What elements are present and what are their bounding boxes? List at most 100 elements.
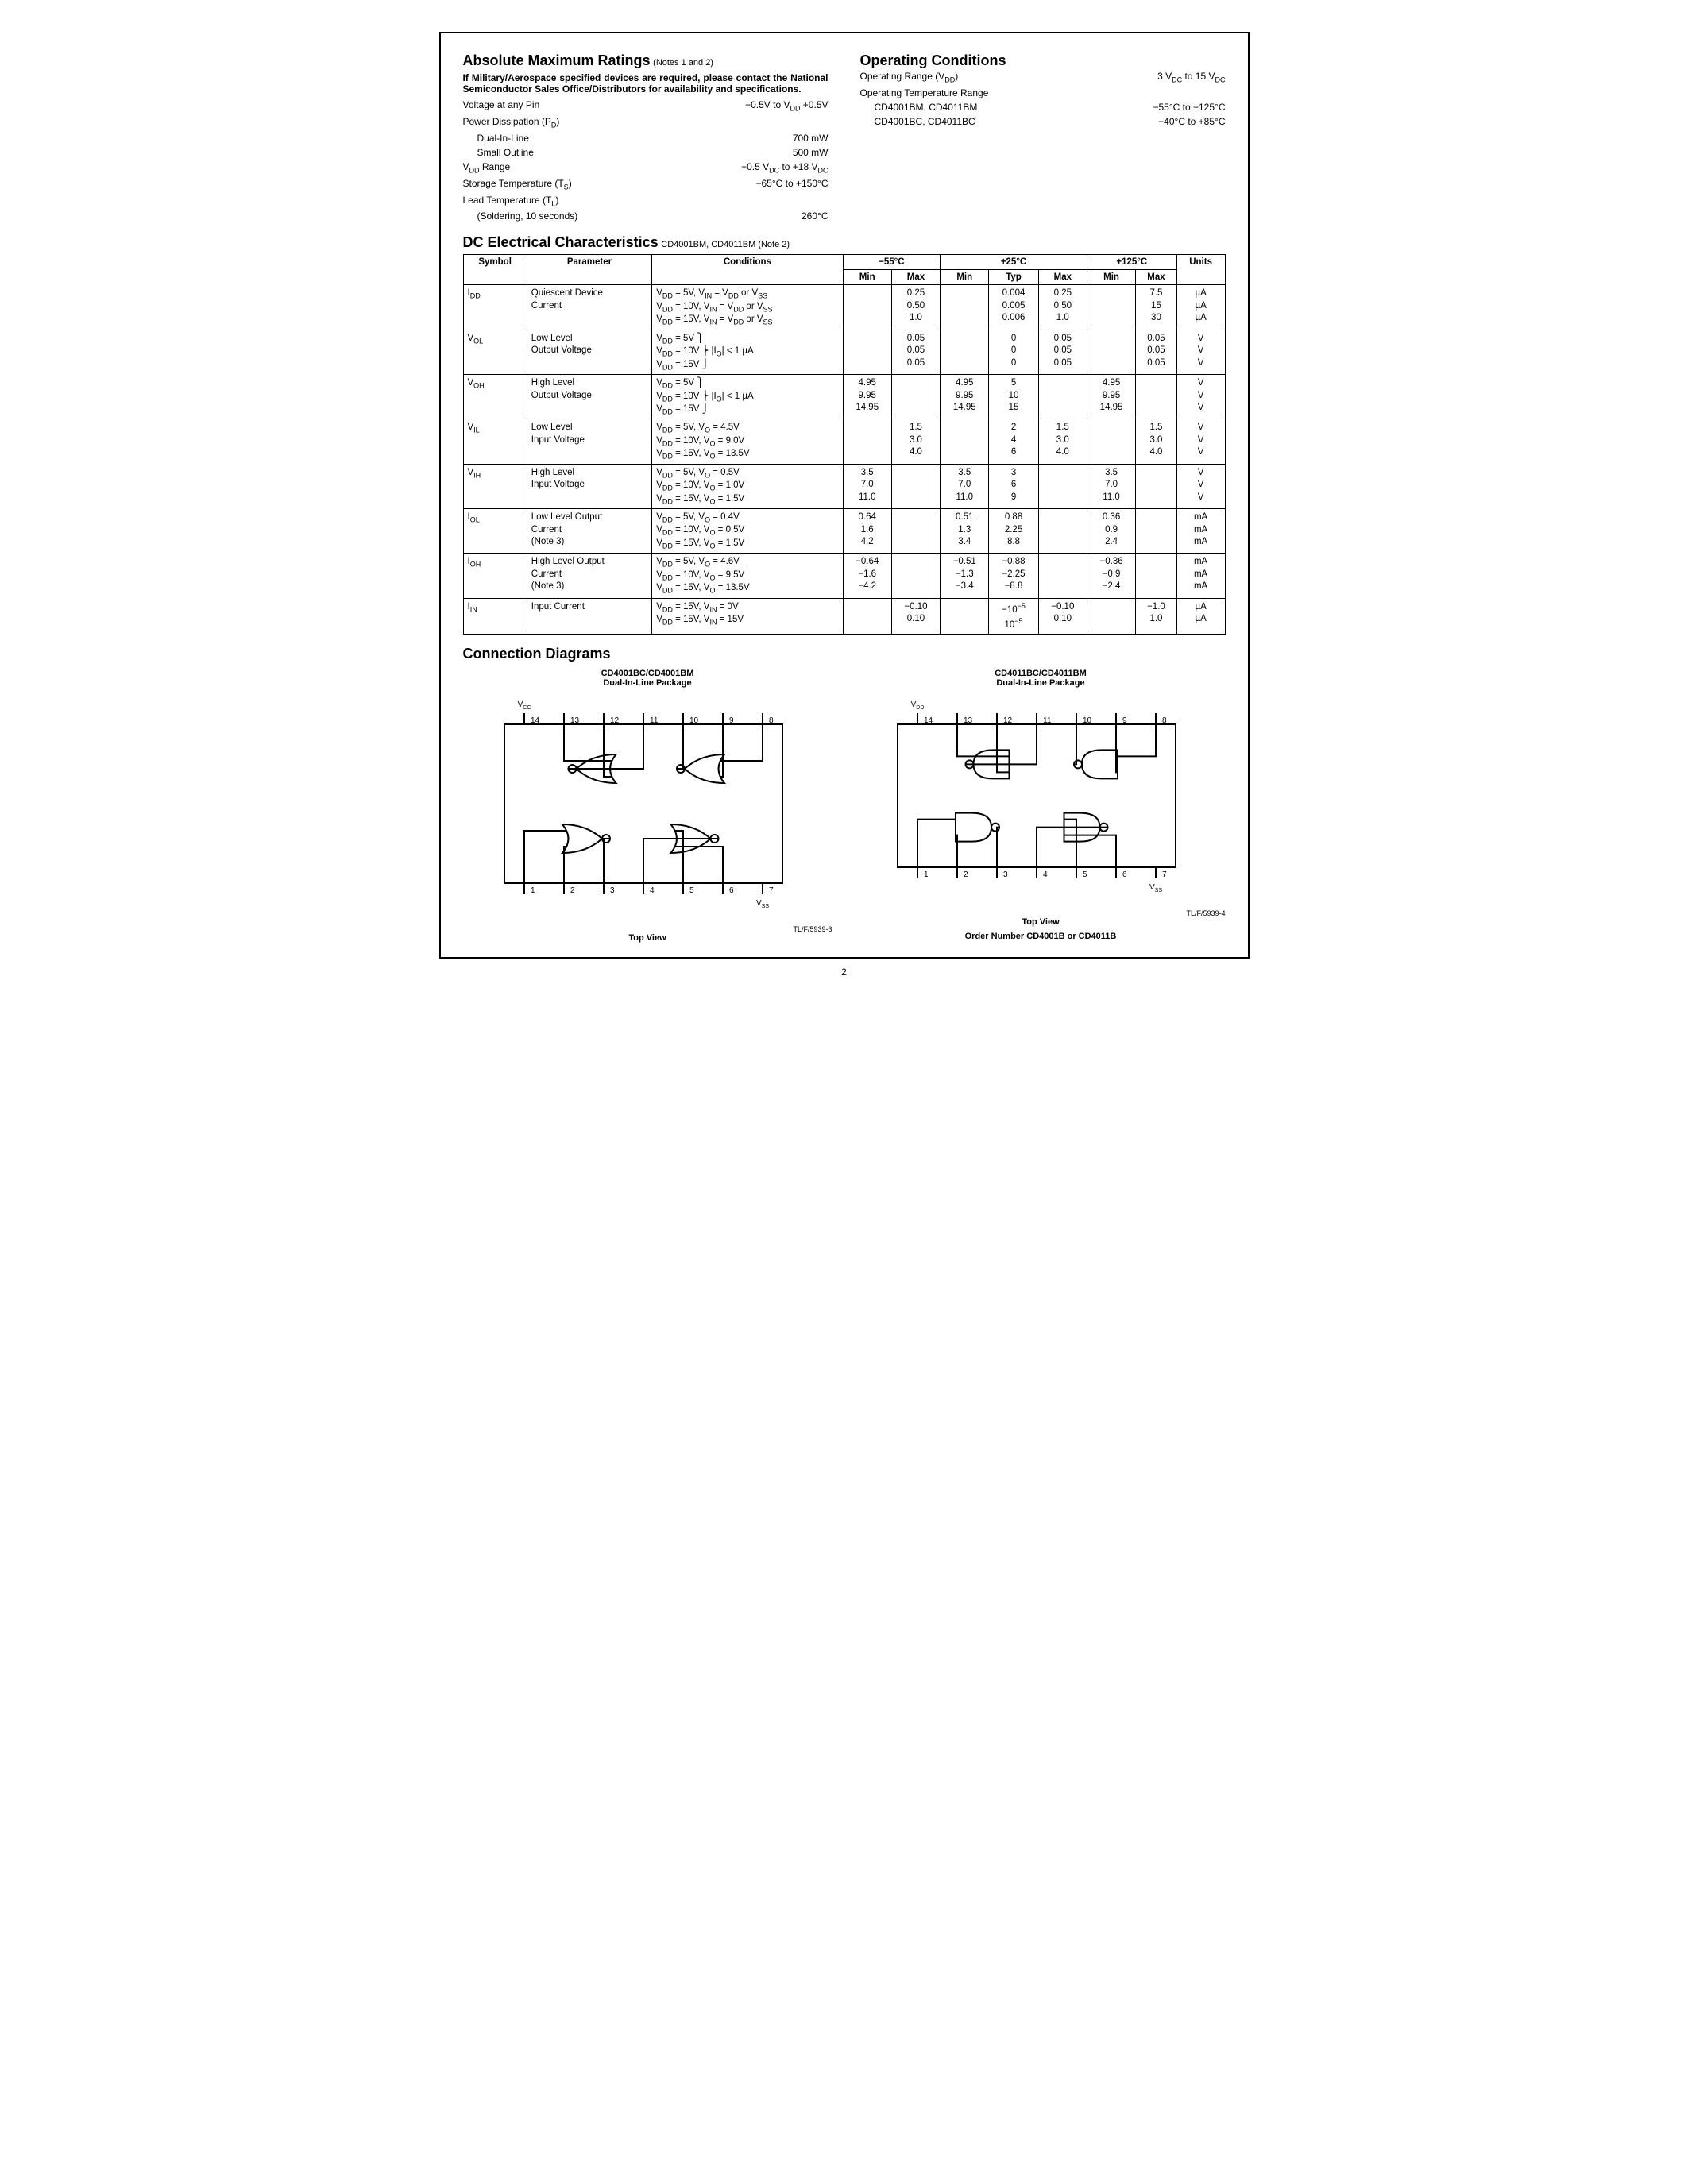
table-cell: VDD = 15V, VIN = 0VVDD = 15V, VIN = 15V: [652, 598, 843, 635]
table-cell: 3.57.011.0: [1087, 464, 1135, 508]
abs-max-heading: Absolute Maximum Ratings (Notes 1 and 2): [463, 52, 829, 69]
spec-row: Operating Temperature Range: [860, 86, 1226, 100]
svg-text:3: 3: [610, 886, 615, 895]
col-parameter: Parameter: [527, 255, 651, 285]
table-cell: 4.959.9514.95: [941, 375, 989, 419]
dc-heading: DC Electrical Characteristics CD4001BM, …: [463, 234, 1226, 251]
table-cell: [843, 285, 891, 330]
table-cell: High LevelInput Voltage: [527, 464, 651, 508]
table-cell: 0.641.64.2: [843, 509, 891, 554]
table-cell: [843, 419, 891, 464]
svg-text:11: 11: [1043, 716, 1052, 725]
table-cell: [1038, 554, 1087, 598]
spec-row: CD4001BM, CD4011BM−55°C to +125°C: [860, 100, 1226, 114]
spec-row: Dual-In-Line700 mW: [463, 131, 829, 145]
table-cell: [1038, 464, 1087, 508]
spec-row: (Soldering, 10 seconds)260°C: [463, 209, 829, 223]
op-cond-col: Operating Conditions Operating Range (VD…: [860, 52, 1226, 223]
table-cell: [891, 554, 940, 598]
table-cell: −0.51−1.3−3.4: [941, 554, 989, 598]
svg-text:2: 2: [964, 870, 968, 879]
table-cell: [891, 509, 940, 554]
svg-text:2: 2: [570, 886, 575, 895]
dc-header-row-1: Symbol Parameter Conditions −55°C +25°C …: [463, 255, 1225, 270]
nor-diagram-svg: 1411321231141059687VCCVSS: [473, 693, 822, 923]
svg-text:4: 4: [1043, 870, 1048, 879]
table-row: IINInput CurrentVDD = 15V, VIN = 0VVDD =…: [463, 598, 1225, 635]
table-row: VIHHigh LevelInput VoltageVDD = 5V, VO =…: [463, 464, 1225, 508]
abs-max-col: Absolute Maximum Ratings (Notes 1 and 2)…: [463, 52, 829, 223]
table-row: IDDQuiescent DeviceCurrentVDD = 5V, VIN …: [463, 285, 1225, 330]
table-cell: VIL: [463, 419, 527, 464]
table-cell: µAµA: [1176, 598, 1225, 635]
diagrams-title: Connection Diagrams: [463, 646, 611, 662]
table-cell: Low Level OutputCurrent(Note 3): [527, 509, 651, 554]
table-cell: VVV: [1176, 419, 1225, 464]
table-cell: 0.0040.0050.006: [989, 285, 1038, 330]
svg-text:VSS: VSS: [756, 899, 769, 909]
svg-text:9: 9: [729, 716, 734, 725]
table-cell: VDD = 5V, VO = 4.6VVDD = 10V, VO = 9.5VV…: [652, 554, 843, 598]
spec-row: Operating Range (VDD)3 VDC to 15 VDC: [860, 69, 1226, 86]
table-cell: VVV: [1176, 375, 1225, 419]
spec-value: −0.5 VDC to +18 VDC: [686, 160, 829, 176]
svg-text:13: 13: [570, 716, 580, 725]
diag-left-tl: TL/F/5939-3: [463, 925, 832, 933]
table-cell: 0.050.050.05: [891, 330, 940, 374]
table-row: VOHHigh LevelOutput VoltageVDD = 5V ⎫VDD…: [463, 375, 1225, 419]
table-cell: [1136, 375, 1176, 419]
table-cell: Low LevelOutput Voltage: [527, 330, 651, 374]
spec-label: Small Outline: [463, 145, 686, 160]
table-cell: 1.53.04.0: [891, 419, 940, 464]
table-cell: 0.050.050.05: [1136, 330, 1176, 374]
svg-text:10: 10: [1083, 716, 1092, 725]
table-cell: [1136, 464, 1176, 508]
table-cell: VDD = 5V, VIN = VDD or VSSVDD = 10V, VIN…: [652, 285, 843, 330]
spec-value: −55°C to +125°C: [1083, 100, 1226, 114]
dc-subtitle: CD4001BM, CD4011BM (Note 2): [661, 240, 790, 249]
top-section: Absolute Maximum Ratings (Notes 1 and 2)…: [463, 52, 1226, 223]
table-cell: [1087, 598, 1135, 635]
table-cell: −0.100.10: [1038, 598, 1087, 635]
col-max-3: Max: [1136, 270, 1176, 285]
table-cell: µAµAµA: [1176, 285, 1225, 330]
svg-text:VCC: VCC: [518, 700, 531, 711]
datasheet-page: Absolute Maximum Ratings (Notes 1 and 2)…: [439, 32, 1250, 959]
spec-value: 500 mW: [686, 145, 829, 160]
table-cell: 0.050.050.05: [1038, 330, 1087, 374]
diagrams-heading: Connection Diagrams: [463, 646, 1226, 662]
table-cell: [843, 598, 891, 635]
table-cell: 0.250.501.0: [891, 285, 940, 330]
table-cell: [941, 419, 989, 464]
op-cond-title: Operating Conditions: [860, 52, 1006, 68]
abs-max-rows: Voltage at any Pin−0.5V to VDD +0.5VPowe…: [463, 98, 829, 223]
table-cell: [1136, 509, 1176, 554]
table-cell: 1.53.04.0: [1136, 419, 1176, 464]
table-cell: [1038, 375, 1087, 419]
diag-right-view: Top View: [856, 917, 1226, 927]
table-cell: VDD = 5V ⎫VDD = 10V ⎬ |IO| < 1 µAVDD = 1…: [652, 330, 843, 374]
diag-right-order: Order Number CD4001B or CD4011B: [856, 932, 1226, 941]
table-cell: VDD = 5V, VO = 4.5VVDD = 10V, VO = 9.0VV…: [652, 419, 843, 464]
svg-text:6: 6: [1122, 870, 1127, 879]
spec-label: Voltage at any Pin: [463, 98, 686, 114]
svg-text:5: 5: [689, 886, 694, 895]
spec-label: (Soldering, 10 seconds): [463, 209, 686, 223]
table-cell: −1.01.0: [1136, 598, 1176, 635]
table-cell: Input Current: [527, 598, 651, 635]
spec-value: 260°C: [686, 209, 829, 223]
spec-label: CD4001BM, CD4011BM: [860, 100, 1083, 114]
table-cell: IOH: [463, 554, 527, 598]
diagram-left: CD4001BC/CD4001BM Dual-In-Line Package 1…: [463, 669, 832, 947]
table-row: IOLLow Level OutputCurrent(Note 3)VDD = …: [463, 509, 1225, 554]
table-cell: IIN: [463, 598, 527, 635]
table-cell: [843, 330, 891, 374]
table-cell: [1038, 509, 1087, 554]
table-cell: VVV: [1176, 464, 1225, 508]
svg-text:8: 8: [769, 716, 774, 725]
table-cell: VOL: [463, 330, 527, 374]
table-cell: Low LevelInput Voltage: [527, 419, 651, 464]
svg-text:5: 5: [1083, 870, 1087, 879]
col-temp-1: −55°C: [843, 255, 941, 270]
table-cell: −0.88−2.25−8.8: [989, 554, 1038, 598]
